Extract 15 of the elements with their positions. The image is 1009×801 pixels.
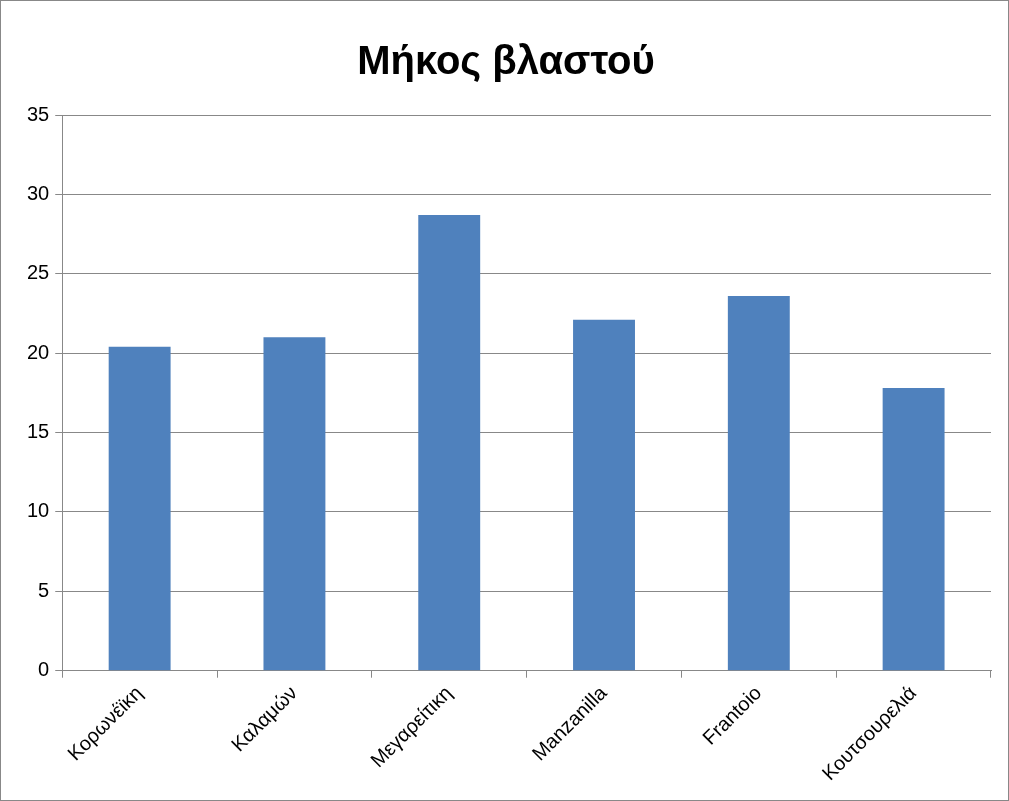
bar bbox=[727, 296, 790, 671]
bar bbox=[418, 215, 481, 671]
bar bbox=[263, 337, 326, 671]
y-tick-label: 0 bbox=[38, 658, 50, 681]
bar bbox=[108, 346, 171, 671]
y-tick-label: 20 bbox=[27, 340, 50, 363]
y-tick-label: 5 bbox=[38, 578, 50, 601]
chart-title: Μήκος βλαστού bbox=[357, 38, 655, 84]
y-tick-label: 35 bbox=[27, 102, 50, 125]
y-tick-label: 15 bbox=[27, 420, 50, 443]
bar bbox=[882, 388, 945, 671]
y-tick-label: 30 bbox=[27, 181, 50, 204]
bar bbox=[573, 319, 635, 671]
y-tick-label: 10 bbox=[27, 499, 50, 522]
y-tick-label: 25 bbox=[27, 261, 50, 284]
